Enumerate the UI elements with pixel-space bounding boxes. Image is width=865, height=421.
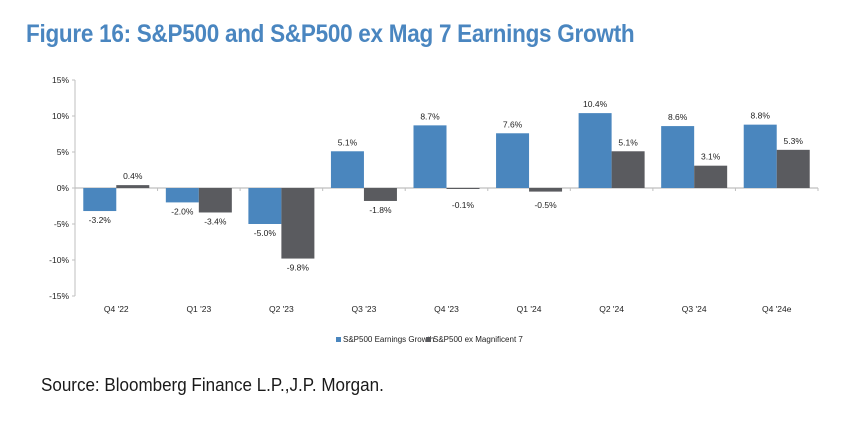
x-tick-label: Q4 '22: [104, 304, 129, 314]
y-tick-label: 5%: [57, 147, 70, 157]
bar-sp500: [661, 126, 695, 188]
bar-sp500-ex-mag7: [363, 188, 397, 201]
legend-item: S&P500 Earnings Growth: [336, 335, 434, 344]
bar-sp500: [413, 125, 447, 188]
bar-sp500-ex-mag7: [611, 151, 645, 188]
y-tick-label: -5%: [54, 219, 70, 229]
chart-title: Figure 16: S&P500 and S&P500 ex Mag 7 Ea…: [26, 20, 635, 48]
bar-sp500: [248, 188, 282, 224]
bar-sp500-ex-mag7: [116, 185, 150, 188]
data-label: 8.6%: [668, 112, 688, 122]
bar-sp500: [165, 188, 199, 203]
data-label: 10.4%: [583, 99, 608, 109]
x-tick-label: Q2 '24: [599, 304, 624, 314]
bar-sp500: [83, 188, 117, 212]
x-tick-label: Q2 '23: [269, 304, 294, 314]
y-tick-label: 0%: [57, 183, 70, 193]
y-tick-label: 10%: [52, 111, 69, 121]
x-tick-label: Q4 '23: [434, 304, 459, 314]
data-label: 8.8%: [751, 111, 771, 121]
data-label: -1.8%: [369, 205, 392, 215]
bar-sp500: [496, 133, 530, 188]
x-tick-label: Q1 '23: [186, 304, 211, 314]
x-tick-label: Q4 '24e: [762, 304, 792, 314]
legend-label: S&P500 Earnings Growth: [343, 335, 434, 344]
y-tick-label: -10%: [49, 255, 69, 265]
data-label: 3.1%: [701, 152, 721, 162]
bars: [83, 113, 810, 259]
data-label: 5.3%: [784, 136, 804, 146]
data-label: -9.8%: [287, 263, 310, 273]
y-axis: 15% 10% 5% 0% -5% -10% -15%: [49, 75, 76, 301]
data-label: 7.6%: [503, 119, 523, 129]
source-note: Source: Bloomberg Finance L.P.,J.P. Morg…: [41, 374, 384, 395]
bar-sp500-ex-mag7: [446, 188, 480, 189]
bar-sp500-ex-mag7: [776, 149, 810, 188]
data-label: -5.0%: [254, 228, 277, 238]
data-label: 8.7%: [420, 111, 440, 121]
legend-swatch: [426, 337, 431, 342]
data-label: -0.1%: [452, 200, 475, 210]
data-label: 5.1%: [338, 137, 358, 147]
legend-label: S&P500 ex Magnificent 7: [433, 335, 523, 344]
data-label: -3.2%: [89, 215, 112, 225]
x-tick-label: Q3 '24: [682, 304, 707, 314]
data-label: -0.5%: [534, 200, 557, 210]
y-tick-label: -15%: [49, 291, 69, 301]
x-tick-label: Q1 '24: [517, 304, 542, 314]
bar-sp500-ex-mag7: [281, 188, 315, 259]
legend-item: S&P500 ex Magnificent 7: [426, 335, 523, 344]
bar-sp500: [330, 151, 364, 188]
data-labels: -3.2% -2.0% -5.0% 5.1% 8.7% 7.6% 10.4% 8.6% 8.8%…: [89, 99, 804, 272]
legend-swatch: [336, 337, 341, 342]
data-label: -2.0%: [171, 206, 194, 216]
y-tick-label: 15%: [52, 75, 69, 85]
bar-sp500-ex-mag7: [198, 188, 232, 213]
data-label: 0.4%: [123, 171, 143, 181]
data-label: -3.4%: [204, 216, 227, 226]
bar-sp500: [743, 124, 777, 188]
data-label: 5.1%: [618, 137, 638, 147]
bar-sp500-ex-mag7: [529, 188, 563, 192]
x-tick-label: Q3 '23: [352, 304, 377, 314]
bar-sp500: [578, 113, 612, 188]
bar-sp500-ex-mag7: [694, 165, 728, 188]
